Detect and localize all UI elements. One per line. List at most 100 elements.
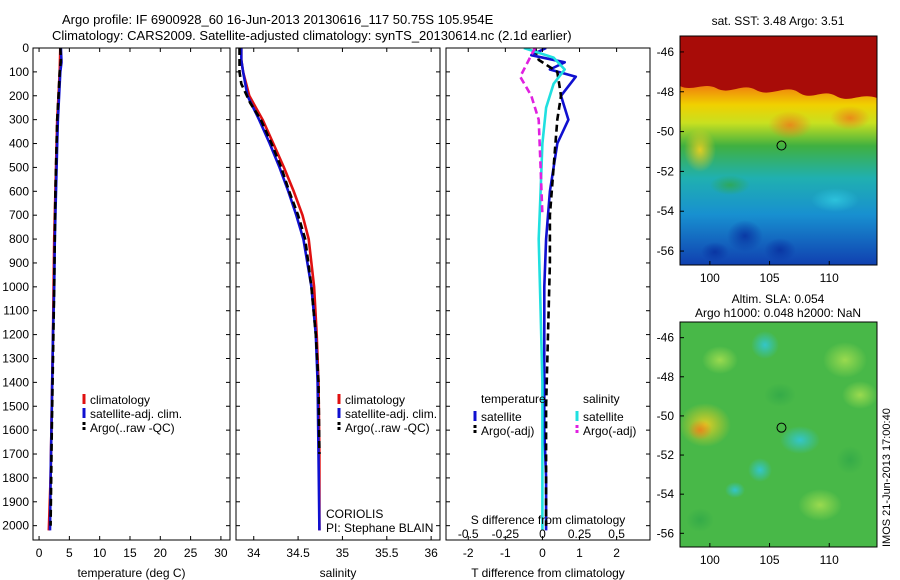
depth-tick-label-19: 1900 bbox=[2, 495, 29, 509]
salinity-legend-label-2: Argo(..raw -QC) bbox=[345, 421, 430, 435]
temperature-xtick-label-0: 0 bbox=[36, 546, 43, 560]
salinity-legend-label-0: climatology bbox=[345, 393, 405, 407]
salinity-plot-frame bbox=[235, 47, 441, 541]
sla-map-ytick-label-5: -56 bbox=[657, 526, 675, 540]
salinity-line-0 bbox=[240, 48, 321, 531]
temperature-xtick-label-3: 15 bbox=[123, 546, 137, 560]
depth-tick-label-3: 300 bbox=[9, 113, 29, 127]
depth-tick-label-0: 0 bbox=[22, 41, 29, 55]
diff-s-tick-label-1: -0.25 bbox=[492, 527, 520, 541]
difference-line-3 bbox=[518, 48, 544, 216]
depth-tick-label-18: 1800 bbox=[2, 471, 29, 485]
diff-legend-salinity-title: salinity bbox=[583, 392, 620, 406]
temperature-legend-label-2: Argo(..raw -QC) bbox=[90, 421, 175, 435]
temperature-xlabel: temperature (deg C) bbox=[77, 566, 185, 580]
sst-map-frame bbox=[679, 35, 878, 266]
diff-s-xlabel: S difference from climatology bbox=[471, 513, 626, 527]
credit-pi: PI: Stephane BLAIN bbox=[326, 521, 433, 535]
diff-legend-temp-label-0: satellite bbox=[481, 410, 522, 424]
depth-tick-label-17: 1700 bbox=[2, 447, 29, 461]
depth-tick-label-8: 800 bbox=[9, 232, 29, 246]
sst-map-ytick-label-0: -46 bbox=[657, 45, 675, 59]
sla-map-ytick-label-2: -50 bbox=[657, 409, 675, 423]
depth-tick-label-15: 1500 bbox=[2, 399, 29, 413]
depth-tick-label-4: 400 bbox=[9, 137, 29, 151]
salinity-xtick-label-4: 36 bbox=[424, 546, 438, 560]
depth-tick-label-13: 1300 bbox=[2, 351, 29, 365]
sst-map-ytick-label-5: -56 bbox=[657, 244, 675, 258]
temperature-legend-label-0: climatology bbox=[90, 393, 150, 407]
depth-tick-label-6: 600 bbox=[9, 184, 29, 198]
salinity-legend-label-1: satellite-adj. clim. bbox=[345, 407, 437, 421]
depth-tick-label-11: 1100 bbox=[3, 304, 29, 318]
difference-xlabel: T difference from climatology bbox=[471, 566, 625, 580]
difference-xtick-label-0: -2 bbox=[463, 546, 474, 560]
sla-map-field bbox=[679, 322, 878, 547]
sla-map-ytick-label-1: -48 bbox=[657, 370, 675, 384]
difference-xtick-label-3: 1 bbox=[576, 546, 583, 560]
depth-tick-label-16: 1600 bbox=[2, 423, 29, 437]
sla-map-title-1: Altim. SLA: 0.054 bbox=[732, 292, 825, 306]
depth-tick-label-14: 1400 bbox=[2, 375, 29, 389]
sst-map-field bbox=[680, 36, 877, 265]
sst-map-argo-marker bbox=[776, 140, 787, 151]
depth-tick-label-20: 2000 bbox=[2, 519, 29, 533]
salinity-line-2 bbox=[238, 48, 321, 455]
sst-map-ytick-label-4: -54 bbox=[657, 204, 675, 218]
temperature-plot-frame bbox=[32, 47, 231, 541]
diff-s-tick-label-0: -0.5 bbox=[458, 527, 479, 541]
depth-tick-label-10: 1000 bbox=[2, 280, 29, 294]
temperature-xtick-label-4: 20 bbox=[154, 546, 168, 560]
depth-tick-label-12: 1200 bbox=[2, 328, 29, 342]
climatology-title: Climatology: CARS2009. Satellite-adjuste… bbox=[52, 28, 572, 43]
difference-series-group bbox=[518, 48, 578, 531]
temperature-xtick-label-2: 10 bbox=[93, 546, 107, 560]
sla-map-ytick-label-0: -46 bbox=[657, 331, 675, 345]
temperature-xtick-label-6: 30 bbox=[214, 546, 228, 560]
sla-map-ytick-label-3: -52 bbox=[657, 448, 675, 462]
salinity-xtick-label-0: 34 bbox=[247, 546, 261, 560]
temperature-xtick-label-1: 5 bbox=[66, 546, 73, 560]
difference-xtick-label-1: -1 bbox=[500, 546, 511, 560]
diff-legend-temp-label-1: Argo(-adj) bbox=[481, 424, 534, 438]
diff-legend-sal-label-0: satellite bbox=[583, 410, 624, 424]
depth-tick-label-1: 100 bbox=[9, 65, 29, 79]
salinity-series-group bbox=[238, 48, 321, 531]
sla-map-ytick-label-4: -54 bbox=[657, 487, 675, 501]
sla-map-title-2: Argo h1000: 0.048 h2000: NaN bbox=[695, 306, 861, 320]
diff-s-tick-label-2: 0 bbox=[539, 527, 546, 541]
sla-map-xtick-label-2: 110 bbox=[820, 553, 839, 567]
diff-s-tick-label-3: 0.25 bbox=[568, 527, 592, 541]
difference-xtick-label-4: 2 bbox=[613, 546, 620, 560]
temperature-xtick-label-5: 25 bbox=[184, 546, 198, 560]
temperature-series-group bbox=[47, 48, 63, 531]
sst-map-ytick-label-2: -50 bbox=[657, 125, 675, 139]
difference-line-1 bbox=[533, 48, 563, 526]
sst-map-xtick-label-1: 105 bbox=[760, 271, 780, 285]
diff-s-tick-label-4: 0.5 bbox=[608, 527, 625, 541]
profile-title: Argo profile: IF 6900928_60 16-Jun-2013 … bbox=[62, 12, 494, 27]
sla-map-argo-marker bbox=[776, 422, 787, 433]
salinity-line-1 bbox=[240, 48, 321, 531]
depth-tick-label-7: 700 bbox=[9, 208, 29, 222]
temperature-line-2 bbox=[49, 48, 63, 526]
sla-map-xtick-label-1: 105 bbox=[760, 553, 780, 567]
imos-timestamp: IMOS 21-Jun-2013 17:00:40 bbox=[881, 408, 893, 547]
sla-map-frame bbox=[679, 321, 878, 548]
salinity-xtick-label-1: 34.5 bbox=[286, 546, 310, 560]
temperature-legend-label-1: satellite-adj. clim. bbox=[90, 407, 182, 421]
difference-plot-frame bbox=[445, 47, 651, 541]
salinity-xtick-label-2: 35 bbox=[336, 546, 350, 560]
sla-map-xtick-label-0: 100 bbox=[700, 553, 720, 567]
sst-map-xtick-label-0: 100 bbox=[700, 271, 720, 285]
credit-institution: CORIOLIS bbox=[326, 507, 383, 521]
diff-legend-temperature-title: temperature bbox=[481, 392, 546, 406]
sst-map-title: sat. SST: 3.48 Argo: 3.51 bbox=[712, 14, 845, 28]
sst-map-ytick-label-1: -48 bbox=[657, 85, 675, 99]
salinity-xtick-label-3: 35.5 bbox=[375, 546, 399, 560]
depth-tick-label-5: 500 bbox=[9, 160, 29, 174]
sst-map-xtick-label-2: 110 bbox=[820, 271, 839, 285]
salinity-xlabel: salinity bbox=[320, 566, 357, 580]
difference-xtick-label-2: 0 bbox=[539, 546, 546, 560]
